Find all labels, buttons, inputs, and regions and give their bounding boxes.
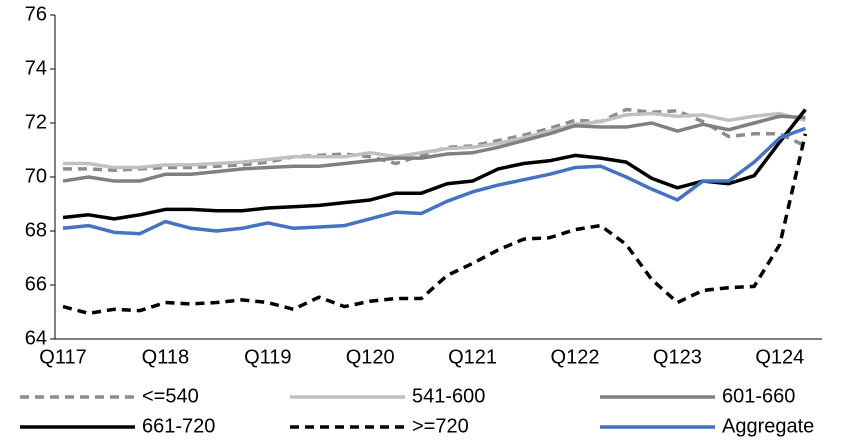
series-line — [63, 107, 807, 172]
x-tick-label: Q121 — [448, 346, 497, 368]
series-line — [62, 133, 808, 316]
y-tick-label: 70 — [25, 165, 47, 187]
y-tick-label: 68 — [25, 219, 47, 241]
series-line — [63, 111, 806, 170]
legend-label: 661-720 — [142, 415, 215, 437]
x-tick-label: Q117 — [39, 346, 86, 368]
y-tick-label: 72 — [25, 111, 47, 133]
series-line — [62, 108, 807, 221]
x-tick-label: Q120 — [346, 346, 395, 368]
y-tick-label: 76 — [25, 3, 47, 25]
legend-label: 601-660 — [722, 385, 795, 407]
legend-label: >=720 — [412, 415, 469, 437]
x-tick-label: Q119 — [244, 346, 291, 368]
x-tick-label: Q123 — [653, 346, 702, 368]
legend-label: Aggregate — [722, 415, 814, 437]
legend-label: 541-600 — [412, 385, 485, 407]
y-tick-label: 64 — [25, 327, 47, 349]
series-line — [62, 126, 807, 236]
y-tick-label: 74 — [25, 57, 47, 79]
x-tick-label: Q118 — [142, 346, 189, 368]
series-line — [62, 114, 806, 183]
y-tick-label: 66 — [25, 273, 47, 295]
x-tick-label: Q122 — [551, 346, 600, 368]
x-tick-label: Q124 — [755, 346, 804, 368]
legend-label: <=540 — [142, 385, 199, 407]
